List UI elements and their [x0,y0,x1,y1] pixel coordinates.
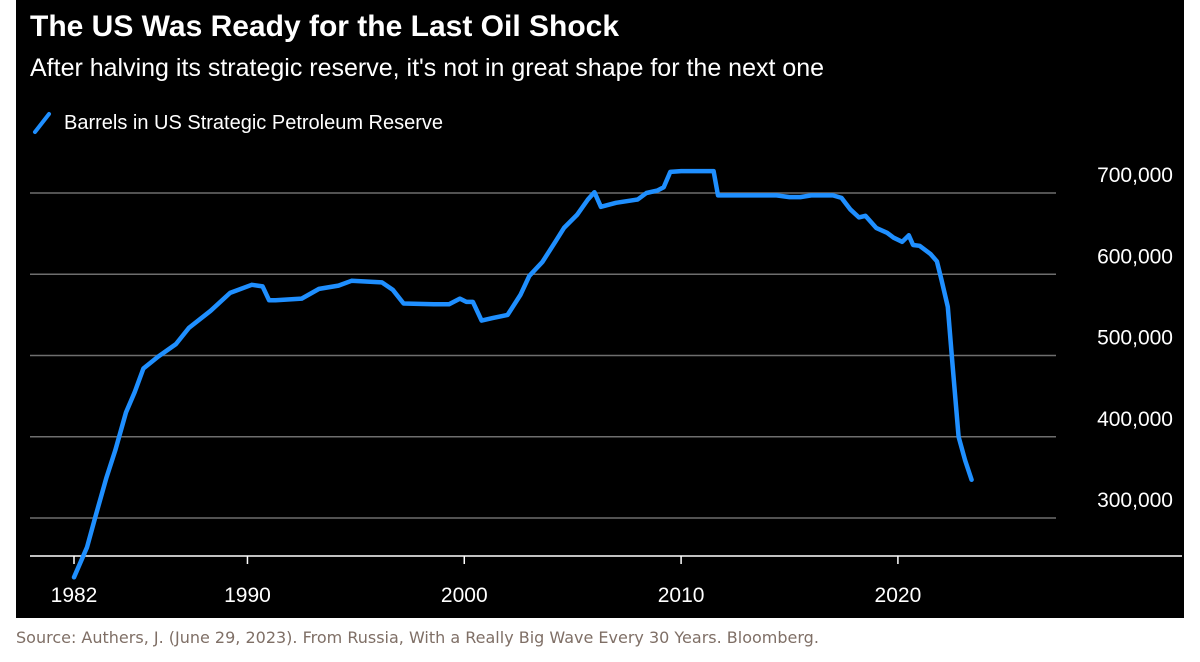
series-line-0 [71,168,974,580]
y-tick-label-300000: 300,000 [1097,489,1173,512]
chart-title: The US Was Ready for the Last Oil Shock [30,10,620,43]
y-tick-label-500000: 500,000 [1097,327,1173,350]
legend-label: Barrels in US Strategic Petroleum Reserv… [64,111,444,134]
x-tick-label-2020: 2020 [875,584,922,607]
chart-panel: The US Was Ready for the Last Oil Shock … [16,0,1184,618]
y-tick-label-400000: 400,000 [1097,408,1173,431]
x-tick-label-1990: 1990 [224,584,271,607]
y-tick-label-700000: 700,000 [1097,164,1173,187]
y-tick-label-600000: 600,000 [1097,245,1173,268]
x-tick-label-1982: 1982 [51,584,98,607]
chart-subtitle: After halving its strategic reserve, it'… [30,54,825,82]
x-tick-label-2000: 2000 [441,584,488,607]
chart-legend: Barrels in US Strategic Petroleum Reserv… [32,108,443,138]
x-tick-label-2010: 2010 [658,584,705,607]
source-note: Source: Authers, J. (June 29, 2023). Fro… [16,628,819,647]
legend-line-icon [33,112,51,134]
line-chart: 300,000 400,000 500,000 600,000 700,000 1982 1… [30,164,1182,607]
